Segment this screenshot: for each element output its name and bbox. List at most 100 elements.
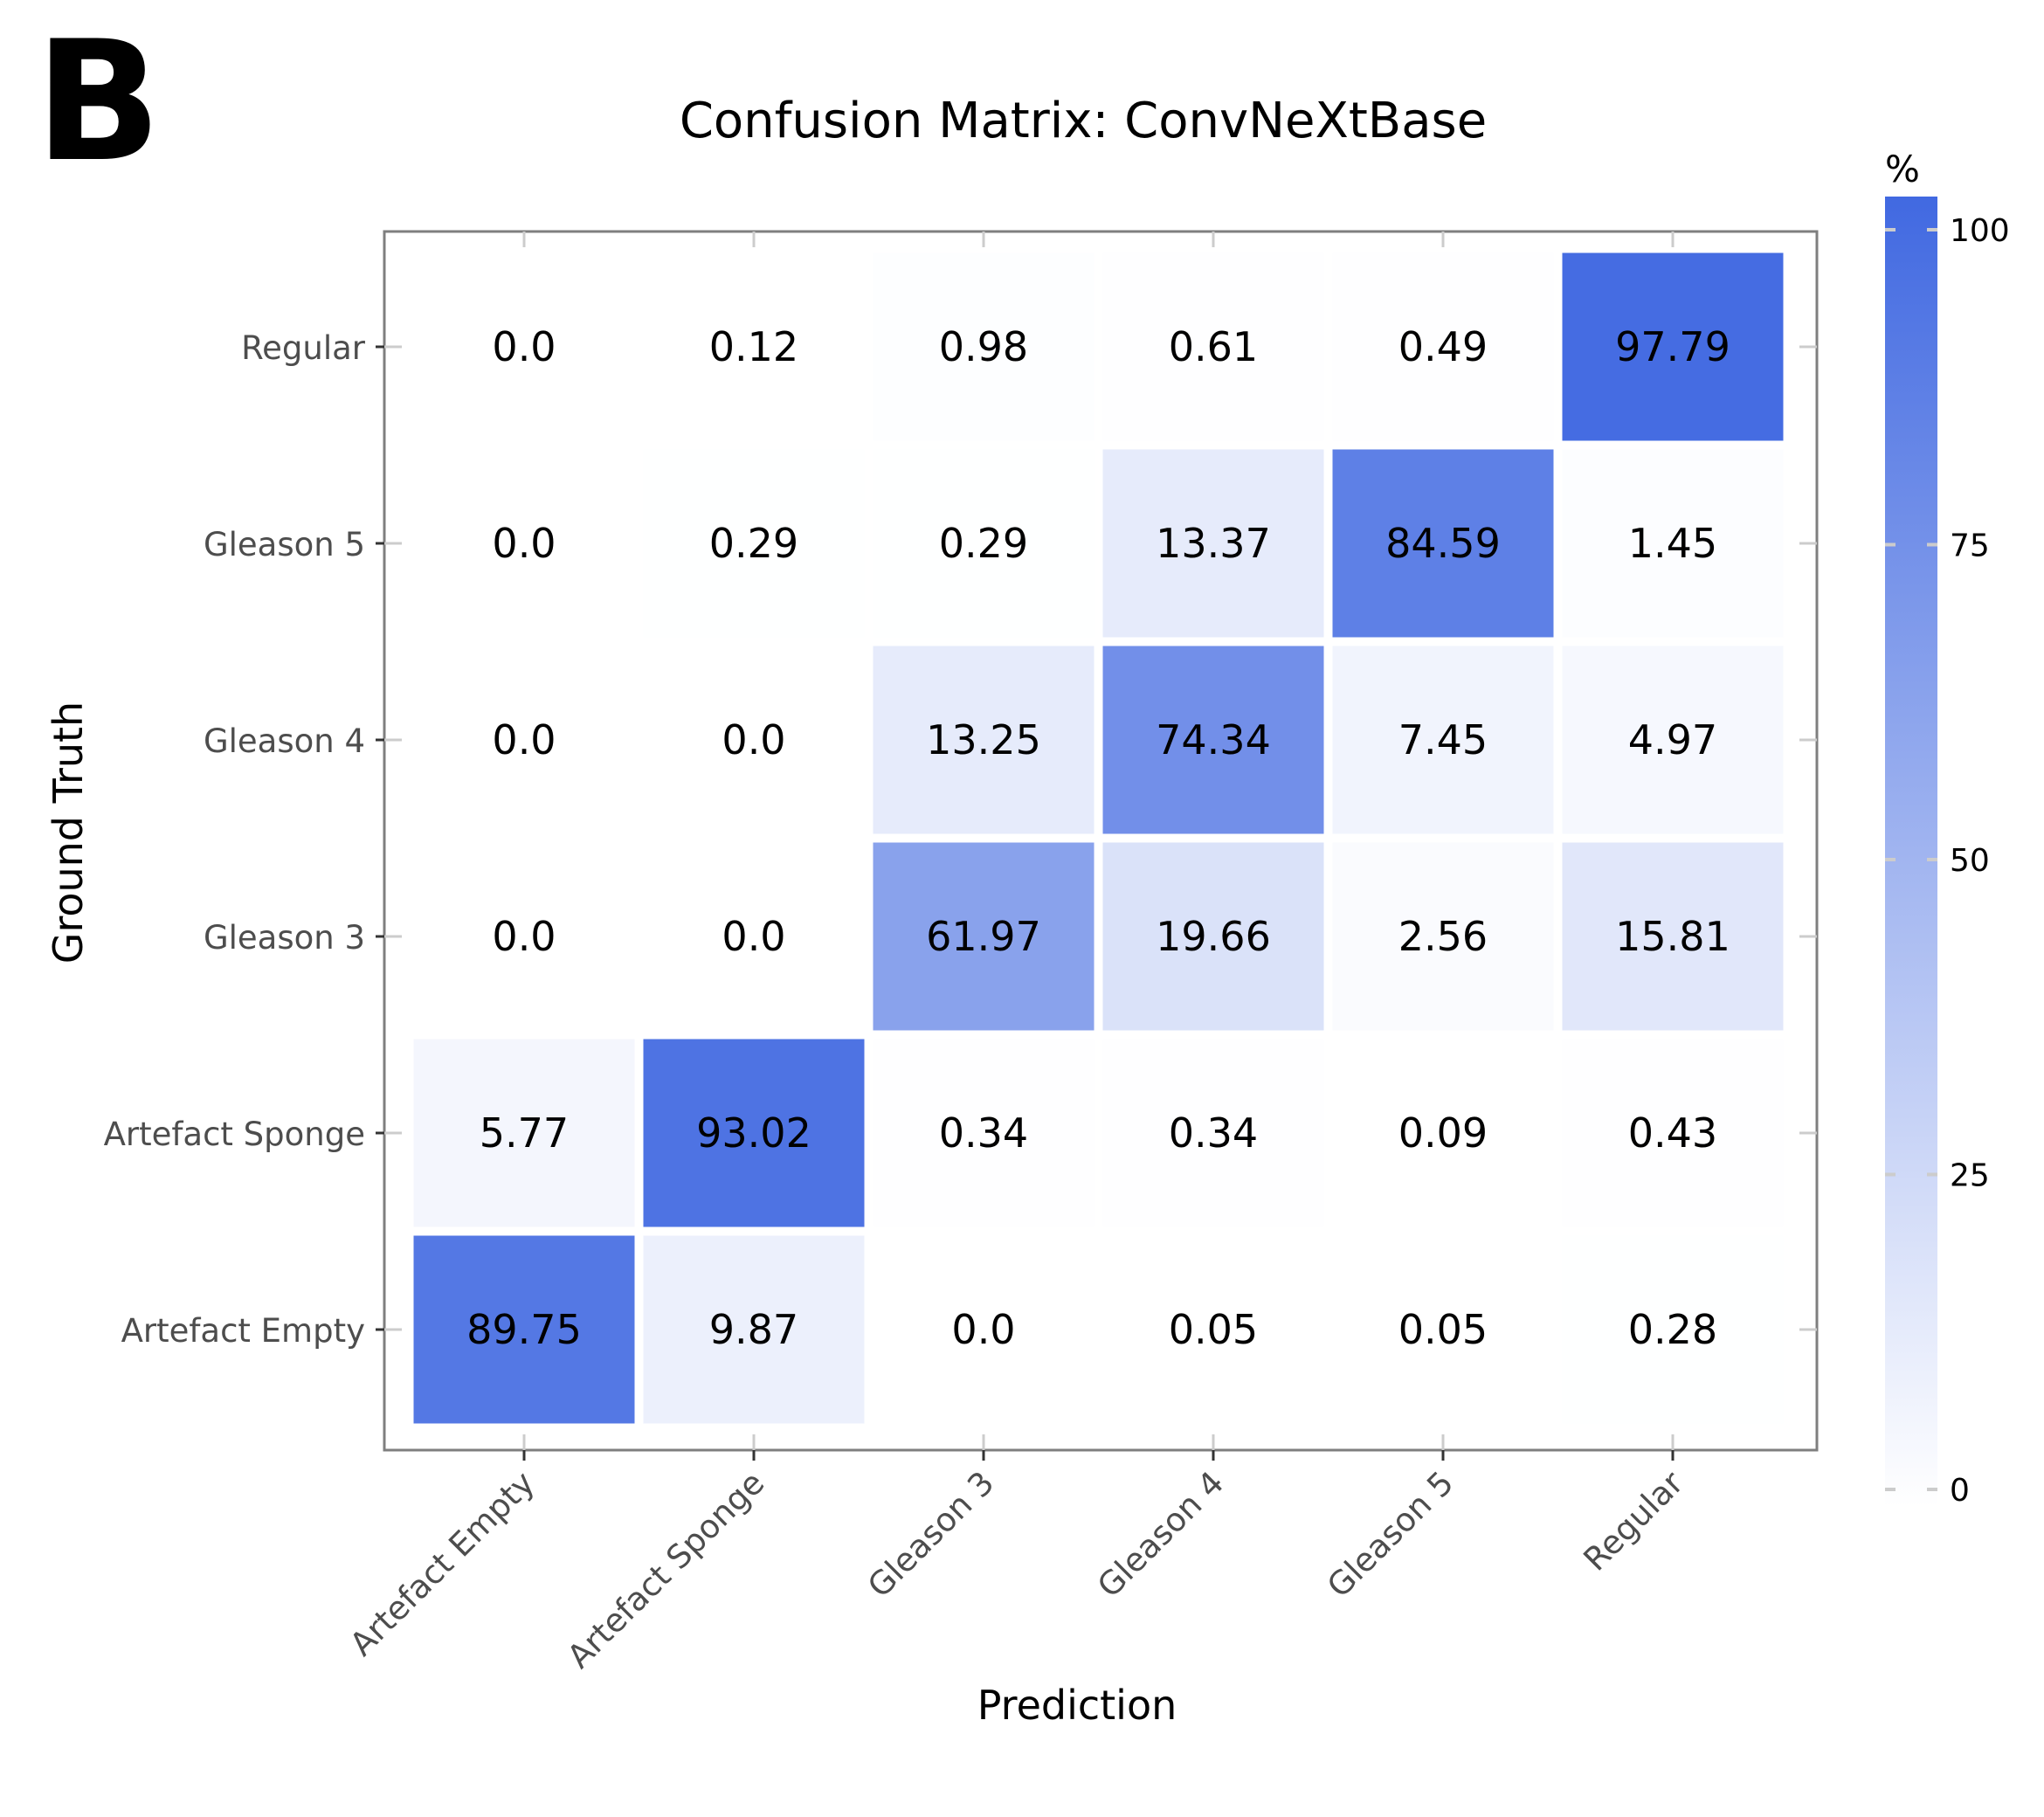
heatmap-cell <box>1332 842 1554 1031</box>
cell-value-label: 1.45 <box>1628 520 1717 567</box>
cell-value-label: 0.12 <box>709 323 798 370</box>
heatmap-cell <box>873 646 1095 834</box>
cell-value-label: 93.02 <box>696 1109 811 1157</box>
heatmap-cell <box>873 1235 1095 1424</box>
heatmap-cell <box>413 1235 635 1424</box>
cell-value-label: 0.0 <box>722 716 785 763</box>
heatmap-cell <box>643 252 865 441</box>
cell-value-label: 0.0 <box>722 913 785 960</box>
y-tick-label: Regular <box>241 329 366 367</box>
plot-frame <box>383 230 1819 1452</box>
colorbar-tick-label: 100 <box>1950 213 2010 249</box>
heatmap-cell <box>413 1039 635 1227</box>
heatmap-cell <box>1562 842 1784 1031</box>
heatmap-cell <box>1332 1235 1554 1424</box>
cell-value-label: 74.34 <box>1156 716 1271 763</box>
heatmap-cell <box>1562 252 1784 441</box>
cell-value-label: 89.75 <box>466 1306 582 1353</box>
x-tick-label: Gleason 3 <box>860 1464 1001 1605</box>
cell-value-label: 61.97 <box>926 913 1041 960</box>
cell-value-label: 13.37 <box>1156 520 1271 567</box>
heatmap-cell <box>643 1235 865 1424</box>
heatmap-cell <box>643 842 865 1031</box>
chart-title: Confusion Matrix: ConvNeXtBase <box>680 93 1487 149</box>
heatmap-cell <box>1102 449 1324 638</box>
cell-value-label: 9.87 <box>709 1306 798 1353</box>
cell-value-label: 0.34 <box>1169 1109 1258 1157</box>
heatmap-cell <box>1562 449 1784 638</box>
heatmap-cell <box>643 449 865 638</box>
cell-value-label: 0.29 <box>939 520 1028 567</box>
cell-value-label: 97.79 <box>1615 323 1730 370</box>
heatmap-cell <box>1332 1039 1554 1227</box>
panel-label: B <box>35 5 162 198</box>
heatmap-cell <box>413 842 635 1031</box>
cell-value-label: 7.45 <box>1398 716 1488 763</box>
cell-value-label: 0.98 <box>939 323 1028 370</box>
heatmap-cell <box>1332 449 1554 638</box>
heatmap-cell <box>873 449 1095 638</box>
colorbar-tick-label: 0 <box>1950 1473 1970 1509</box>
colorbar-tick-label: 25 <box>1950 1158 1990 1194</box>
cell-value-label: 0.0 <box>492 323 556 370</box>
heatmap-cell <box>1562 1039 1784 1227</box>
x-tick-label: Artefact Sponge <box>560 1464 771 1675</box>
heatmap-cell <box>873 252 1095 441</box>
heatmap-cell <box>1102 842 1324 1031</box>
cell-value-label: 0.05 <box>1169 1306 1258 1353</box>
heatmap-cell <box>1332 252 1554 441</box>
cell-value-label: 0.49 <box>1398 323 1488 370</box>
heatmap-cell <box>873 842 1095 1031</box>
cell-value-label: 0.09 <box>1398 1109 1488 1157</box>
cell-value-label: 0.05 <box>1398 1306 1488 1353</box>
cell-value-label: 0.0 <box>492 913 556 960</box>
cell-value-label: 19.66 <box>1156 913 1271 960</box>
y-tick-label: Gleason 3 <box>204 919 365 957</box>
heatmap-cell <box>643 646 865 834</box>
heatmap-cell <box>1562 646 1784 834</box>
y-tick-label: Gleason 4 <box>204 722 365 760</box>
cell-value-label: 0.34 <box>939 1109 1028 1157</box>
x-tick-label: Gleason 4 <box>1090 1464 1231 1605</box>
heatmap-cell <box>873 1039 1095 1227</box>
cell-value-label: 0.0 <box>492 716 556 763</box>
cell-value-label: 0.0 <box>492 520 556 567</box>
colorbar-title: % <box>1885 148 1920 190</box>
x-tick-label: Gleason 5 <box>1320 1464 1460 1605</box>
heatmap-cell <box>643 1039 865 1227</box>
heatmap-cell <box>1102 646 1324 834</box>
heatmap-cell <box>413 646 635 834</box>
cell-value-label: 4.97 <box>1628 716 1717 763</box>
heatmap-cell <box>413 449 635 638</box>
cell-value-label: 2.56 <box>1398 913 1488 960</box>
heatmap-cell <box>1102 1235 1324 1424</box>
cell-value-label: 0.43 <box>1628 1109 1717 1157</box>
cell-value-label: 0.28 <box>1628 1306 1717 1353</box>
cell-value-label: 5.77 <box>480 1109 569 1157</box>
cell-value-label: 84.59 <box>1385 520 1501 567</box>
y-axis: Regular Gleason 5 Gleason 4 Gleason 3 Artefa… <box>104 329 1817 1350</box>
cell-value-label: 0.0 <box>951 1306 1015 1353</box>
heatmap-cell <box>1102 1039 1324 1227</box>
y-tick-label: Artefact Sponge <box>104 1116 365 1153</box>
colorbar-tick-label: 50 <box>1950 843 1990 879</box>
cell-value-label: 15.81 <box>1615 913 1730 960</box>
y-axis-label: Ground Truth <box>45 701 92 964</box>
colorbar-ticks: 0 25 50 75 100 <box>1885 213 2010 1509</box>
x-axis-label: Prediction <box>977 1682 1177 1729</box>
x-tick-label: Regular <box>1577 1463 1691 1578</box>
cell-value-label: 0.29 <box>709 520 798 567</box>
cell-value-label: 0.61 <box>1169 323 1258 370</box>
heatmap-cell <box>1102 252 1324 441</box>
y-tick-label: Gleason 5 <box>204 526 365 563</box>
y-tick-label: Artefact Empty <box>121 1312 365 1350</box>
cell-value-label: 13.25 <box>926 716 1041 763</box>
colorbar-tick-label: 75 <box>1950 529 1990 564</box>
heatmap-cell <box>1332 646 1554 834</box>
colorbar <box>1885 197 1937 1507</box>
heatmap-cell <box>413 252 635 441</box>
x-tick-label: Artefact Empty <box>342 1464 542 1663</box>
heatmap-cells: 0.0 0.12 0.98 0.61 0.49 97.79 0.0 0.29 0.29 13.37… <box>413 252 1784 1424</box>
heatmap-cell <box>1562 1235 1784 1424</box>
